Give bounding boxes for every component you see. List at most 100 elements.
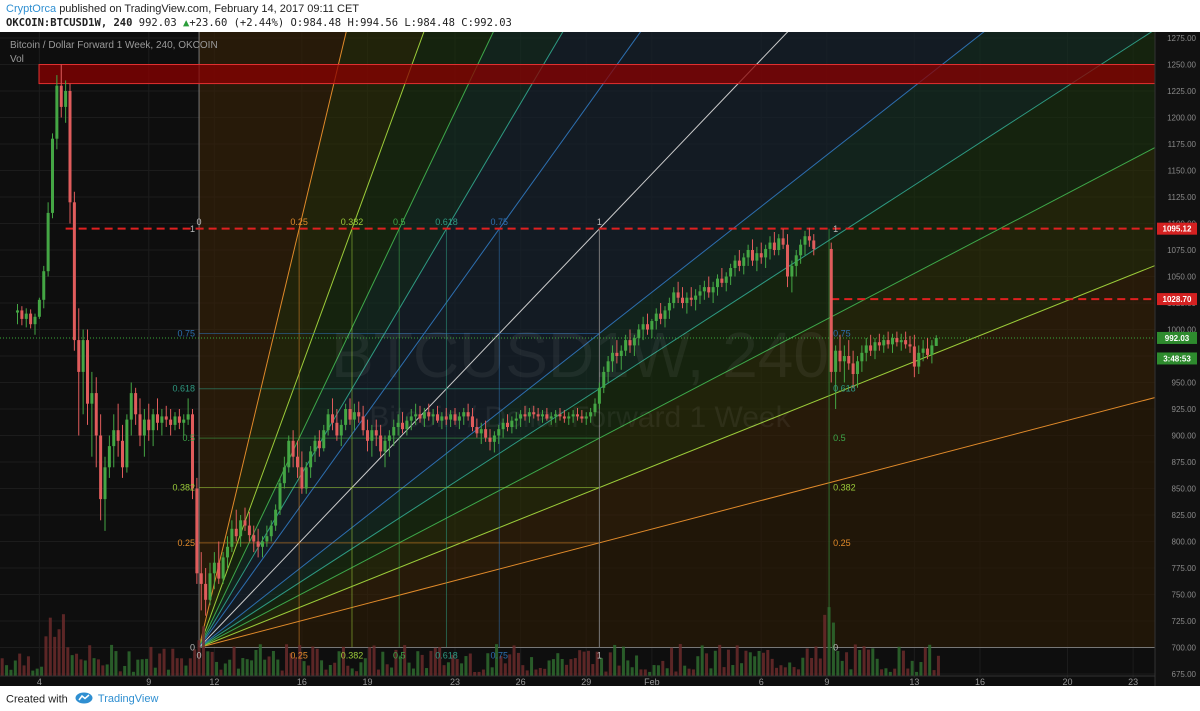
candle-body [186,414,190,420]
candle-body [20,310,24,319]
volume-bar [66,647,70,676]
candle-body [304,467,308,489]
candle-body [86,340,89,404]
candle-body [103,467,107,500]
price-labels: 1095.12 1028.70 992.03 3:48:53 [1157,222,1197,365]
gann-right-label: 0.618 [833,384,856,394]
volume-bar [508,654,512,676]
volume-bar [311,646,315,676]
candle-body [847,356,851,364]
candle-body [81,340,85,372]
volume-bar [836,650,840,676]
volume-bar [48,617,52,676]
volume-bar [254,649,258,676]
candle-body [234,528,238,537]
candle-body [912,346,916,367]
candle-body [274,509,278,526]
candle-body [702,287,706,292]
author-link[interactable]: CryptOrca [6,3,57,15]
volume-bar [705,653,709,676]
candle-body [160,416,164,423]
volume-bar [223,663,227,676]
volume-bar [451,654,455,676]
volume-bar [350,668,354,676]
volume-bar [394,649,398,676]
volume-bar [586,650,590,676]
tradingview-logo-icon[interactable] [75,692,93,707]
volume-bar [757,650,761,676]
candle-body [497,429,501,436]
candle-body [628,340,632,346]
candle-body [199,573,203,584]
volume-bar [324,669,328,676]
volume-bar [713,650,717,676]
price-chart[interactable]: BTCUSD1W, 240 Bitcoin / Dollar Forward 1… [0,0,1200,687]
volume-bar [613,644,617,676]
volume-bar [31,670,35,676]
candle-body [173,416,177,425]
gann-right-label: 0.75 [833,328,851,338]
volume-bar [840,660,844,676]
volume-bar [149,646,153,676]
candle-body [309,451,313,468]
volume-bar [75,653,79,676]
low-label: L: [404,17,418,29]
volume-bar [57,629,61,676]
volume-bar [735,645,739,676]
candle-body [243,520,247,526]
candle-body [781,238,785,245]
candle-body [506,422,509,428]
time-axis[interactable]: 4 9 12 16 19 23 26 29 Feb 6 9 13 16 20 23 [0,675,1155,687]
volume-bar [525,670,529,676]
candle-body [807,236,811,241]
gann-bottom-label: 0.382 [341,651,364,661]
candle-body [899,340,903,343]
candle-body [125,419,129,468]
open-value: 984.48 [303,17,342,29]
fan-ray [198,0,583,648]
candle-body [886,340,890,345]
volume-bar [403,645,407,676]
price-label-text: 3:48:53 [1163,354,1191,363]
volume-bar [18,653,22,676]
candle-body [869,345,873,351]
volume-bar [652,665,656,676]
volume-bar [61,614,65,676]
volume-bar [928,644,932,676]
volume-bar [845,652,849,676]
time-tick-label: 9 [146,677,151,686]
price-label-bg [1157,222,1197,235]
resistance-zone-rect [38,64,1156,85]
candle-body [169,419,173,425]
candle-body [471,416,474,428]
candle-body [641,324,645,330]
candle-body [527,412,531,417]
candle-body [138,414,142,436]
last-price: 992.03 [138,17,177,29]
volume-bar [464,656,468,676]
candle-body [877,342,881,346]
price-tick-label: 875.00 [1172,458,1197,467]
candle-body [672,292,676,303]
candle-body [860,352,864,362]
candle-body [230,528,234,547]
candle-body [51,138,54,213]
candle-body [422,412,426,419]
chart-area[interactable]: BTCUSD1W, 240 Bitcoin / Dollar Forward 1… [0,0,1200,687]
tradingview-brand-link[interactable]: TradingView [97,693,159,706]
volume-bar [127,651,131,676]
candle-body [545,414,549,419]
candle-body [926,348,929,355]
candle-body [650,321,654,330]
volume-bar [460,663,464,676]
volume-bar [429,650,433,676]
fan-ray-1x1 [198,0,819,648]
gann-left-label: 0.382 [173,483,196,493]
price-tick-label: 1200.00 [1167,114,1196,123]
candle-body [212,562,216,574]
candle-body [348,409,352,420]
volume-bar [96,659,100,676]
volume-bar [481,669,485,676]
volume-bar [118,671,122,676]
candle-body [488,437,492,442]
